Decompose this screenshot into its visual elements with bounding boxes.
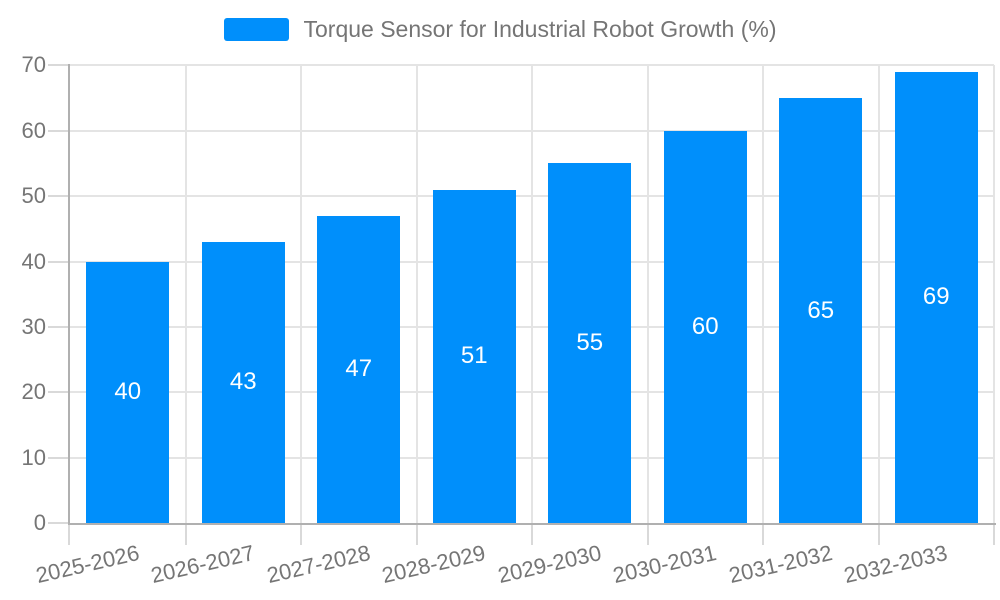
y-axis-label: 60 [21, 117, 46, 143]
bar-2025-2026[interactable]: 40 [86, 261, 170, 523]
y-axis-label: 0 [33, 510, 46, 535]
y-axis-label: 20 [21, 379, 46, 405]
y-axis-label: 30 [21, 313, 46, 339]
y-axis-tick [48, 64, 68, 67]
x-axis-tick [993, 523, 995, 545]
y-axis-tick [48, 456, 68, 459]
v-gridline [762, 65, 764, 523]
x-axis-tick [300, 523, 302, 545]
y-axis-tick [48, 129, 68, 132]
x-axis-tick [877, 523, 880, 545]
bar-value-label: 43 [229, 368, 257, 396]
bar-2029-2030[interactable]: 55 [548, 163, 632, 523]
x-axis-tick [762, 523, 764, 545]
v-gridline [415, 65, 418, 523]
bar-value-label: 40 [114, 378, 142, 406]
v-gridline [993, 65, 995, 523]
x-axis-tick [68, 523, 70, 545]
x-axis-tick [646, 523, 649, 545]
bar-2031-2032[interactable]: 65 [779, 98, 863, 523]
bar-value-label: 47 [345, 355, 373, 383]
v-gridline [300, 65, 302, 523]
y-axis-tick [48, 325, 68, 328]
v-gridline [877, 65, 880, 523]
bar-value-label: 69 [922, 283, 950, 311]
bar-value-label: 65 [807, 296, 835, 324]
bar-value-label: 55 [576, 329, 604, 357]
x-axis-tick [184, 523, 187, 545]
y-axis-tick [48, 391, 68, 394]
y-axis-tick [48, 522, 68, 524]
bar-value-label: 51 [460, 342, 488, 370]
x-axis-tick [415, 523, 418, 545]
bar-2026-2027[interactable]: 43 [201, 241, 285, 523]
x-axis-tick [531, 523, 533, 545]
x-axis-line [68, 523, 996, 525]
v-gridline [531, 65, 533, 523]
bar-2032-2033[interactable]: 69 [894, 71, 978, 523]
y-axis-label: 40 [21, 248, 46, 274]
v-gridline [646, 65, 649, 523]
bar-2030-2031[interactable]: 60 [663, 130, 747, 523]
v-gridline [184, 65, 187, 523]
y-axis-label: 10 [21, 444, 46, 470]
legend[interactable]: Torque Sensor for Industrial Robot Growt… [0, 16, 1000, 43]
bar-value-label: 60 [691, 312, 719, 340]
y-axis-label: 50 [21, 183, 46, 209]
bar-2028-2029[interactable]: 51 [432, 189, 516, 523]
y-axis-tick [48, 260, 68, 263]
y-axis-line [68, 64, 70, 525]
y-axis-tick [48, 195, 68, 198]
y-axis-label: 70 [21, 52, 46, 78]
bar-2027-2028[interactable]: 47 [317, 215, 401, 523]
legend-label: Torque Sensor for Industrial Robot Growt… [303, 16, 777, 42]
legend-marker [223, 18, 289, 41]
